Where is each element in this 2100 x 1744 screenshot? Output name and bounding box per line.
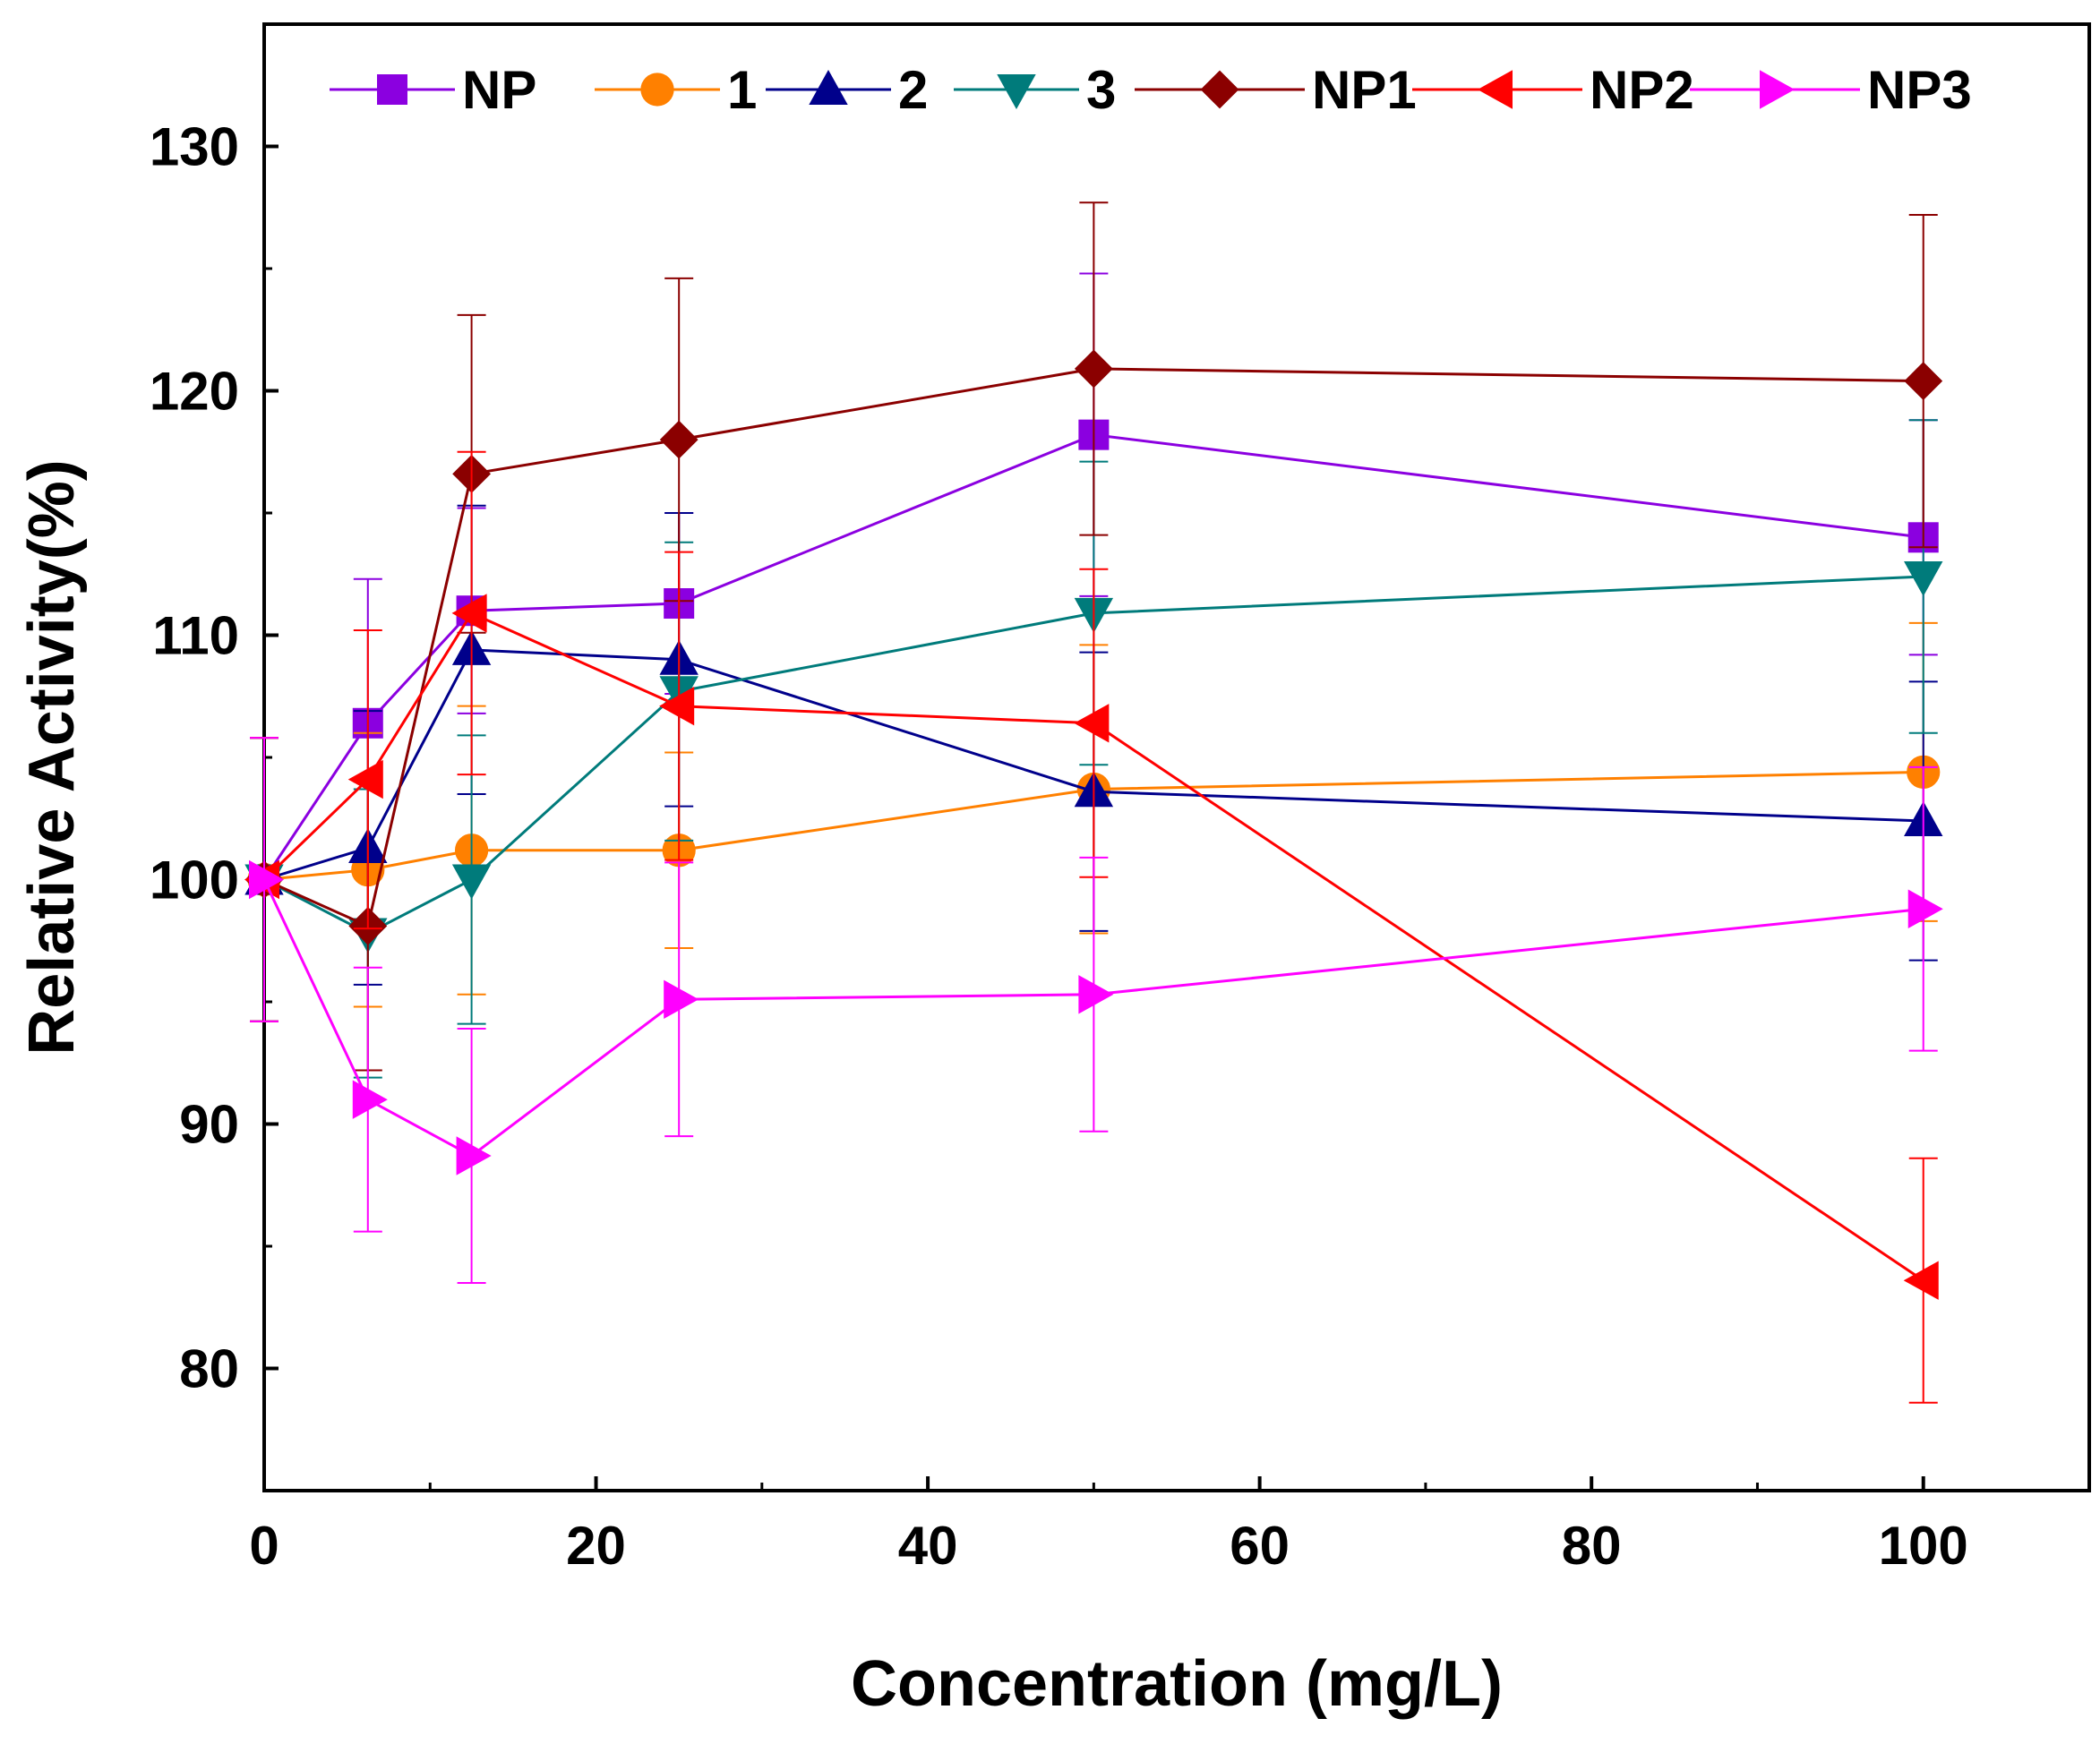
plot-frame (262, 22, 2091, 1492)
y-tick-label-110: 110 (152, 606, 239, 666)
legend: NP 1 2 3 NP1 NP2 NP3 (330, 60, 1972, 120)
y-tick-label-120: 120 (150, 362, 239, 422)
y-tick-label-80: 80 (179, 1339, 239, 1399)
series-NP2 (244, 450, 1939, 1404)
legend-label-NP2: NP2 (1590, 60, 1694, 120)
x-tick-label-80: 80 (1562, 1516, 1622, 1576)
series-NP3 (249, 737, 1943, 1284)
data-point-NP1 (659, 420, 699, 459)
data-point-NP2 (1074, 704, 1110, 743)
x-tick-label-60: 60 (1230, 1516, 1290, 1576)
data-point-NP3 (1078, 975, 1114, 1014)
data-point-NP2 (659, 686, 695, 726)
legend-marker-2 (809, 69, 848, 105)
series-line-NP (262, 433, 1924, 881)
legend-marker-NP3 (1760, 70, 1796, 109)
data-point-NP3 (1907, 889, 1943, 928)
legend-marker-NP (377, 74, 407, 105)
legend-item-2: 2 (766, 60, 928, 120)
data-point-NP2 (1903, 1261, 1939, 1300)
x-axis: 0 20 40 60 80 100 (249, 1476, 2091, 1576)
data-point-NP2 (451, 594, 487, 633)
y-tick-label-100: 100 (150, 851, 239, 910)
x-tick-label-0: 0 (249, 1516, 279, 1576)
series-line-2 (263, 648, 1924, 881)
x-tick-label-20: 20 (566, 1516, 626, 1576)
y-tick-label-90: 90 (179, 1095, 239, 1155)
legend-marker-1 (640, 73, 674, 107)
x-axis-title: Concentration (mg/L) (851, 1648, 1503, 1720)
data-point-NP3 (456, 1136, 492, 1175)
data-point-NP3 (249, 859, 285, 900)
legend-label-1: 1 (727, 60, 757, 120)
data-point-NP1 (1074, 349, 1113, 389)
legend-label-NP3: NP3 (1867, 60, 1972, 120)
legend-label-2: 2 (898, 60, 928, 120)
y-tick-label-130: 130 (150, 117, 239, 177)
legend-marker-NP2 (1477, 70, 1513, 109)
data-point-3 (451, 864, 492, 900)
data-point-NP3 (664, 979, 699, 1019)
data-point-NP1 (1904, 362, 1943, 400)
legend-label-NP: NP (462, 60, 536, 120)
legend-label-3: 3 (1086, 60, 1116, 120)
legend-item-NP2: NP2 (1412, 60, 1694, 120)
legend-marker-3 (997, 74, 1036, 110)
legend-item-1: 1 (595, 60, 757, 120)
series-line-NP3 (262, 878, 1924, 1158)
x-tick-label-100: 100 (1879, 1516, 1968, 1576)
data-point-NP2 (347, 759, 383, 799)
series-line-1 (263, 770, 1924, 881)
legend-item-NP1: NP1 (1135, 60, 1417, 120)
y-axis-title: Relative Activity(%) (16, 459, 88, 1056)
legend-marker-NP1 (1200, 70, 1239, 109)
legend-item-NP: NP (330, 60, 536, 120)
y-axis: 80 90 100 110 120 130 (150, 22, 279, 1399)
series-line-NP1 (263, 367, 1924, 928)
x-tick-label-40: 40 (898, 1516, 958, 1576)
legend-label-NP1: NP1 (1312, 60, 1417, 120)
legend-item-3: 3 (954, 60, 1116, 120)
plot-area (244, 201, 1943, 1404)
data-point-3 (1904, 560, 1943, 597)
legend-item-NP3: NP3 (1690, 60, 1972, 120)
data-point-NP3 (352, 1080, 388, 1119)
series-line-NP2 (262, 611, 1924, 1282)
